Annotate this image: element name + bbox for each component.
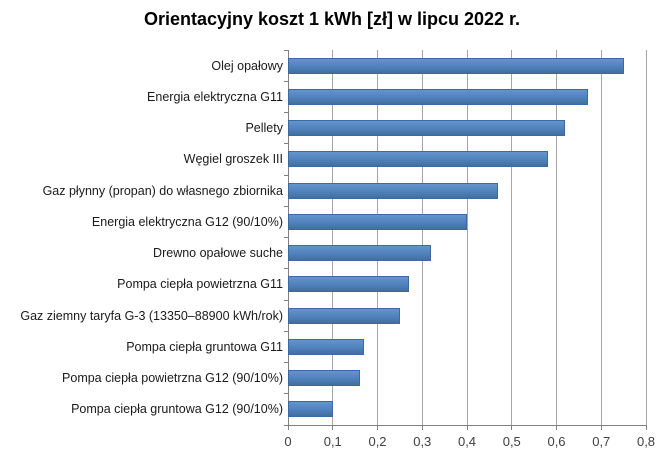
gridline <box>332 50 334 425</box>
plot-area: 0 0,1 0,2 0,3 0,4 0,5 0,6 0,7 0,8 <box>284 49 655 449</box>
y-axis-tick <box>284 174 288 176</box>
gridline <box>645 50 647 425</box>
chart-title: Orientacyjny koszt 1 kWh [zł] w lipcu 20… <box>143 9 521 29</box>
gridline <box>377 50 378 425</box>
x-axis-tick-label: 0,7 <box>592 434 611 449</box>
gridline <box>556 50 557 425</box>
x-axis-tick-label: 0 <box>284 434 292 449</box>
y-axis-tick <box>284 112 288 113</box>
bar-7 <box>288 245 432 262</box>
category-label: Węgiel groszek III <box>183 152 283 167</box>
bar-8 <box>288 276 409 293</box>
bar-2 <box>288 88 588 105</box>
category-label: Pompa ciepła gruntowa G11 <box>126 339 283 354</box>
x-axis-tick <box>511 425 513 430</box>
category-label: Energia elektryczna G12 (90/10%) <box>91 214 283 229</box>
x-axis-tick <box>556 425 557 430</box>
category-label: Pompa ciepła powietrzna G12 (90/10%) <box>62 371 283 386</box>
category-label: Energia elektryczna G11 <box>147 89 283 104</box>
x-axis-tick <box>600 425 602 430</box>
x-axis-tick-label: 0,5 <box>502 434 521 449</box>
category-label: Pompa ciepła powietrzna G11 <box>117 277 283 292</box>
y-axis-tick <box>284 268 288 270</box>
x-axis-line <box>287 425 647 426</box>
y-axis-tick <box>284 424 288 426</box>
x-axis-tick-label: 0,6 <box>547 434 566 449</box>
x-axis-tick-label: 0,4 <box>457 434 477 449</box>
category-label: Gaz płynny (propan) do własnego zbiornik… <box>42 183 283 198</box>
y-axis-tick <box>284 299 288 301</box>
gridline <box>466 50 468 425</box>
x-axis-tick <box>421 425 423 430</box>
y-axis-tick <box>284 393 288 395</box>
x-axis-tick <box>287 425 289 430</box>
bar-12 <box>288 401 333 418</box>
y-axis-tick <box>284 237 288 238</box>
bar-6 <box>288 213 467 230</box>
x-axis-tick-label: 0,2 <box>368 434 387 449</box>
bar-1 <box>288 57 624 74</box>
category-label: Olej opałowy <box>211 58 283 73</box>
bar-11 <box>288 370 360 387</box>
x-axis-tick-label: 0,1 <box>323 434 342 449</box>
bar-4 <box>288 151 548 168</box>
x-axis-tick <box>332 425 334 430</box>
x-axis-tick-label: 0,8 <box>636 434 656 449</box>
x-axis-tick <box>645 425 647 430</box>
value-axis-line <box>287 50 289 425</box>
category-axis-labels: Olej opałowy Energia elektryczna G11 Pelle… <box>0 50 283 425</box>
category-label: Pellety <box>245 121 283 136</box>
y-axis-tick <box>284 80 288 82</box>
y-axis-tick <box>284 205 288 207</box>
bar-3 <box>288 120 566 137</box>
gridline <box>511 50 513 425</box>
x-axis-tick-label: 0,3 <box>413 434 432 449</box>
y-axis-tick <box>284 49 288 51</box>
y-axis-tick <box>284 330 288 332</box>
y-axis-tick <box>284 143 288 145</box>
bar-5 <box>288 182 499 199</box>
x-axis-tick <box>466 425 468 430</box>
gridline <box>600 50 602 425</box>
category-label: Gaz ziemny taryfa G-3 (13350–88900 kWh/r… <box>20 308 283 323</box>
category-label: Drewno opałowe suche <box>153 246 283 261</box>
category-label: Pompa ciepła gruntowa G12 (90/10%) <box>71 402 283 417</box>
bar-10 <box>288 338 365 355</box>
gridline <box>421 50 423 425</box>
y-axis-tick <box>284 362 288 363</box>
x-axis-tick <box>377 425 378 430</box>
bar-9 <box>288 307 400 324</box>
